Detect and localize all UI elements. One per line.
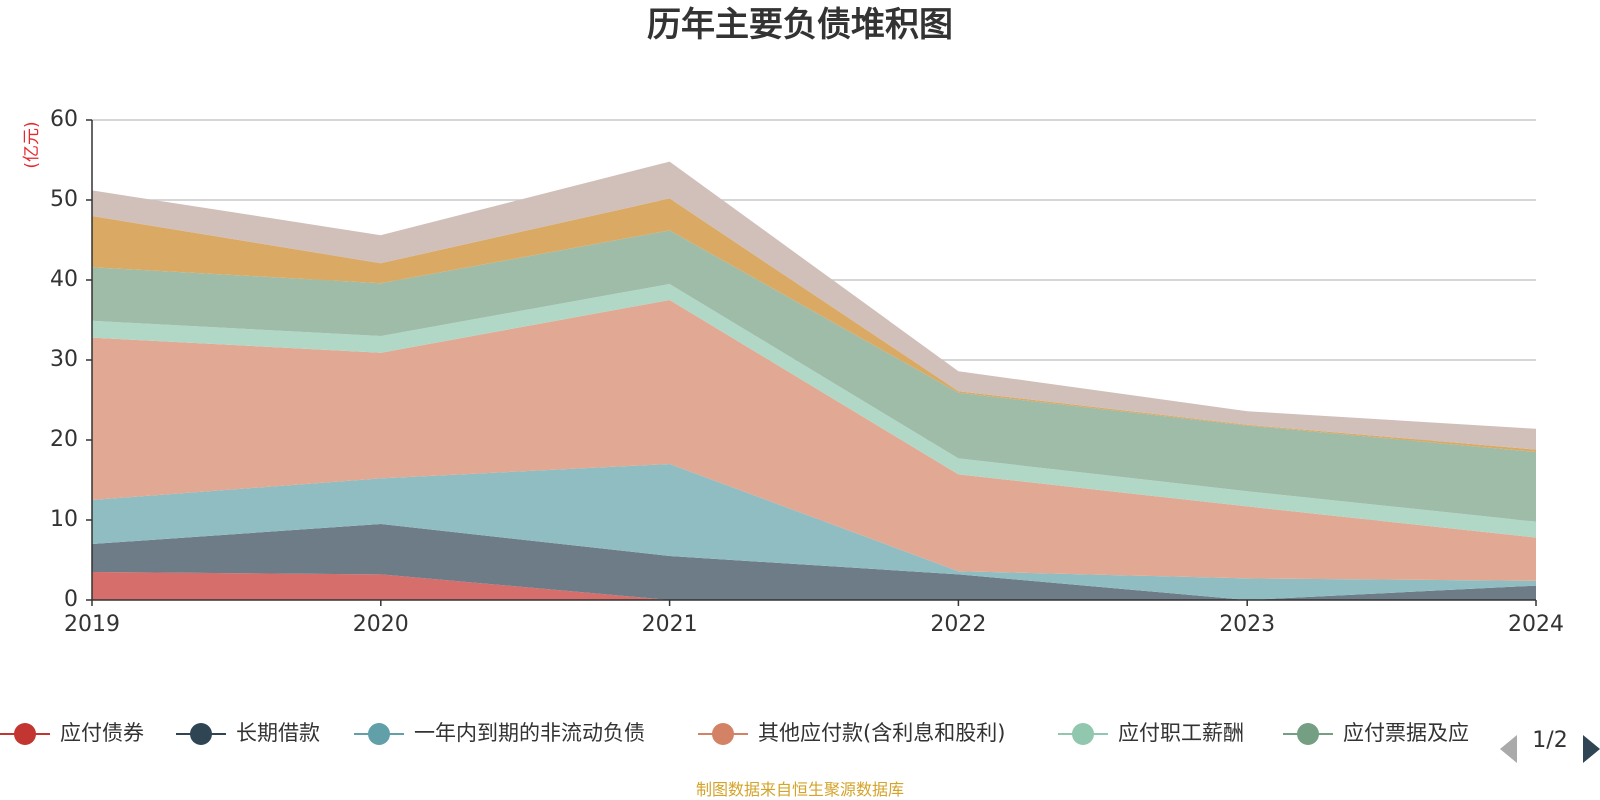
x-tick-label: 2020 bbox=[353, 612, 409, 637]
y-tick-label: 60 bbox=[50, 107, 78, 132]
legend-marker-icon bbox=[712, 723, 734, 745]
area-series-3 bbox=[92, 300, 1536, 581]
legend-marker-icon bbox=[368, 723, 390, 745]
legend-item-4[interactable]: 应付职工薪酬 bbox=[1058, 721, 1244, 745]
legend-item-0[interactable]: 应付债券 bbox=[0, 721, 144, 745]
legend-item-1[interactable]: 长期借款 bbox=[176, 721, 320, 745]
axes: 0 10 20 30 40 50 60 2019 2020 2021 2022 2023 2024 bbox=[50, 107, 1564, 637]
area-series-6 bbox=[92, 198, 1536, 452]
area-series bbox=[92, 161, 1536, 600]
y-tick-label: 30 bbox=[50, 347, 78, 372]
legend-marker-icon bbox=[190, 723, 212, 745]
legend-label: 应付债券 bbox=[60, 721, 144, 745]
x-tick-label: 2022 bbox=[930, 612, 986, 637]
x-tick-label: 2023 bbox=[1219, 612, 1275, 637]
legend-item-3[interactable]: 其他应付款(含利息和股利) bbox=[698, 721, 1005, 745]
legend-pager: 1/2 bbox=[1500, 728, 1600, 763]
legend-label: 长期借款 bbox=[236, 721, 320, 745]
legend-marker-icon bbox=[1297, 723, 1319, 745]
legend-marker-icon bbox=[1072, 723, 1094, 745]
area-series-4 bbox=[92, 284, 1536, 538]
data-source-note: 制图数据来自恒生聚源数据库 bbox=[696, 780, 904, 799]
x-tick-label: 2019 bbox=[64, 612, 120, 637]
y-tick-label: 50 bbox=[50, 187, 78, 212]
x-tick-label: 2024 bbox=[1508, 612, 1564, 637]
area-series-5 bbox=[92, 230, 1536, 522]
y-tick-label: 20 bbox=[50, 427, 78, 452]
legend-item-2[interactable]: 一年内到期的非流动负债 bbox=[354, 721, 645, 745]
area-series-2 bbox=[92, 464, 1536, 600]
area-series-1 bbox=[92, 524, 1536, 600]
legend-label: 应付职工薪酬 bbox=[1118, 721, 1244, 745]
y-tick-label: 10 bbox=[50, 507, 78, 532]
legend-prev-page-icon[interactable] bbox=[1500, 735, 1517, 763]
y-axis-unit-label: (亿元) bbox=[22, 121, 42, 168]
legend-label: 一年内到期的非流动负债 bbox=[414, 721, 645, 745]
legend-label: 其他应付款(含利息和股利) bbox=[758, 721, 1005, 745]
area-series-0 bbox=[92, 572, 1536, 600]
legend-item-5[interactable]: 应付票据及应 bbox=[1283, 721, 1469, 745]
chart-title: 历年主要负债堆积图 bbox=[647, 5, 953, 45]
area-series-7 bbox=[92, 161, 1536, 450]
y-tick-label: 40 bbox=[50, 267, 78, 292]
y-tick-label: 0 bbox=[64, 587, 78, 612]
legend-page-indicator: 1/2 bbox=[1532, 728, 1567, 753]
legend-label: 应付票据及应 bbox=[1343, 721, 1469, 745]
x-tick-label: 2021 bbox=[642, 612, 698, 637]
legend: 应付债券 长期借款 一年内到期的非流动负债 其他应付款(含利息和股利) 应付职工薪酬 应付… bbox=[0, 721, 1469, 745]
legend-next-page-icon[interactable] bbox=[1583, 735, 1600, 763]
legend-marker-icon bbox=[14, 723, 36, 745]
